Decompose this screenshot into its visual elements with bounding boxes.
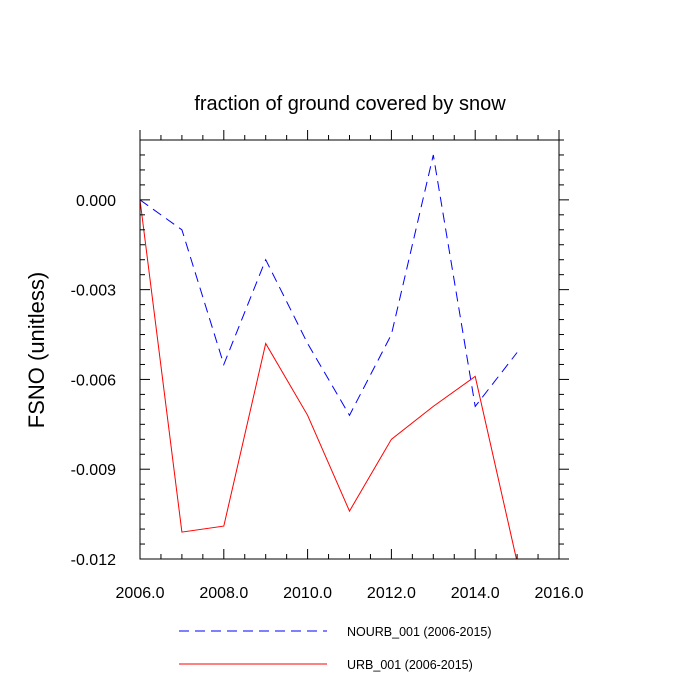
x-tick-label: 2014.0 xyxy=(451,585,500,602)
plot-area: 2006.0 2008.0 2010.0 2012.0 2014.0 2016.0 0.00… xyxy=(71,130,584,672)
y-tick-label: -0.006 xyxy=(71,372,116,389)
series-line-1 xyxy=(140,154,518,417)
x-tick-label: 2010.0 xyxy=(283,585,332,602)
series-line-2 xyxy=(140,199,517,559)
y-tick-label: 0.000 xyxy=(76,193,116,210)
x-tick-label: 2008.0 xyxy=(199,585,248,602)
y-axis-label: FSNO (unitless) xyxy=(24,272,49,428)
legend-label-1: NOURB_001 (2006-2015) xyxy=(347,625,492,639)
legend-label-2: URB_001 (2006-2015) xyxy=(347,658,473,672)
chart-title: fraction of ground covered by snow xyxy=(194,93,506,115)
y-tick-label: -0.012 xyxy=(71,552,116,569)
plot-frame xyxy=(139,139,560,560)
y-tick-label: -0.009 xyxy=(71,462,116,479)
y-tick-label: -0.003 xyxy=(71,283,116,300)
x-tick-label: 2012.0 xyxy=(367,585,416,602)
x-tick-label: 2016.0 xyxy=(535,585,584,602)
x-tick-label: 2006.0 xyxy=(116,585,165,602)
